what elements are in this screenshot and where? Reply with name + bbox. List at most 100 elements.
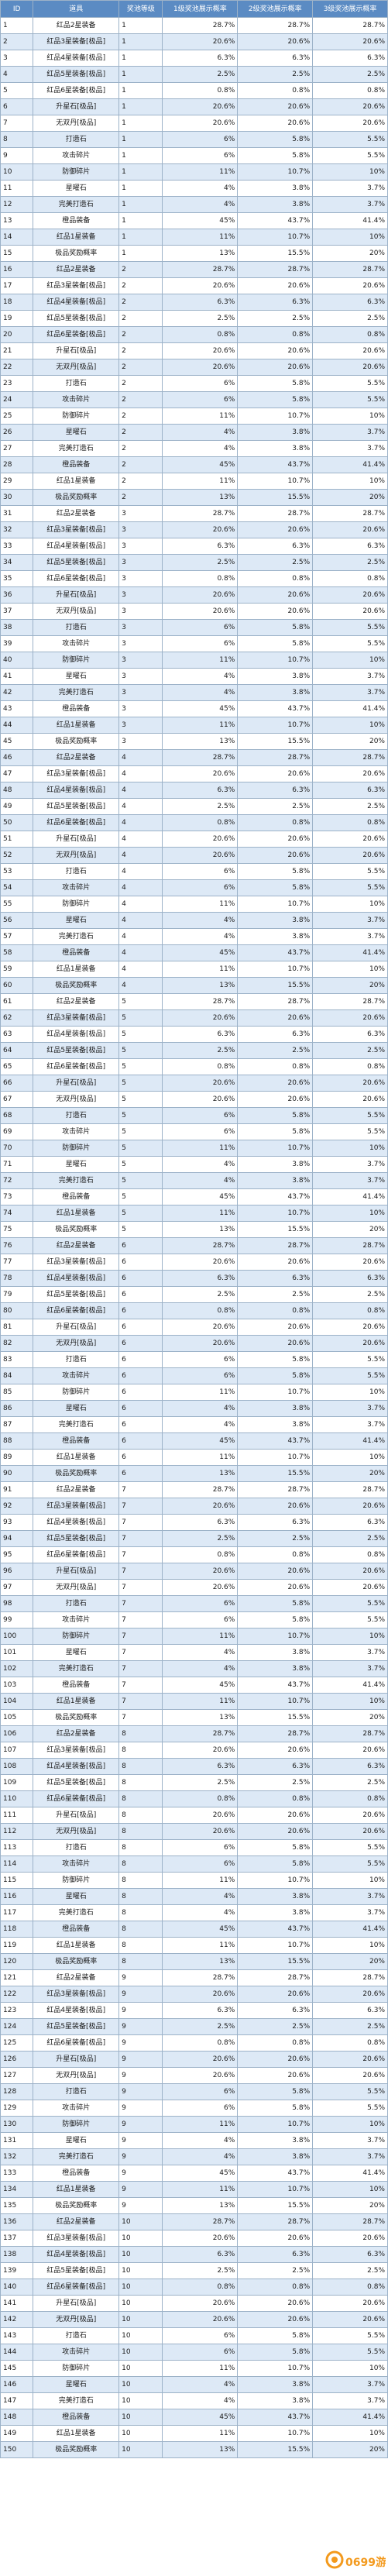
cell-pool-3-rate: 20.6% [312,1075,388,1092]
cell-pool-2-rate: 15.5% [237,1953,314,1970]
cell-pool-level: 3 [118,554,163,571]
cell-pool-3-rate: 20.6% [312,1579,388,1596]
cell-item: 攻击碎片 [33,879,120,896]
cell-pool-2-rate: 20.6% [237,831,314,848]
cell-item: 无双丹[极品] [33,847,120,864]
cell-item: 红品5星装备[极品] [33,1042,120,1059]
cell-pool-level: 2 [118,391,163,408]
cell-pool-2-rate: 20.6% [237,1823,314,1840]
cell-pool-level: 7 [118,1498,163,1515]
cell-id: 110 [0,1790,34,1807]
cell-pool-3-rate: 10% [312,1872,388,1889]
table-row: 93 红品4星装备[极品] 7 6.3% 6.3% 6.3% [0,1514,388,1531]
cell-item: 红品3星装备[极品] [33,1742,120,1759]
table-row: 118 橙品装备 8 45% 43.7% 41.4% [0,1921,388,1938]
cell-item: 红品2星装备 [33,1481,120,1498]
cell-pool-1-rate: 11% [162,2116,239,2133]
cell-item: 红品6星装备[极品] [33,1302,120,1319]
cell-pool-3-rate: 20% [312,1221,388,1238]
cell-item: 打造石 [33,1595,120,1612]
cell-pool-1-rate: 45% [162,456,239,473]
cell-pool-1-rate: 2.5% [162,2018,239,2035]
table-row: 18 红品4星装备[极品] 2 6.3% 6.3% 6.3% [0,294,388,311]
cell-id: 20 [0,326,34,343]
cell-pool-2-rate: 6.3% [237,782,314,799]
cell-pool-1-rate: 20.6% [162,1986,239,2003]
cell-item: 红品4星装备[极品] [33,50,120,67]
cell-pool-1-rate: 0.8% [162,814,239,831]
cell-item: 打造石 [33,863,120,880]
cell-pool-1-rate: 20.6% [162,1075,239,1092]
cell-id: 48 [0,782,34,799]
cell-pool-3-rate: 20.6% [312,1009,388,1027]
cell-item: 防御碎片 [33,896,120,913]
cell-id: 11 [0,180,34,197]
cell-id: 4 [0,66,34,83]
cell-pool-level: 8 [118,1855,163,1873]
cell-pool-2-rate: 43.7% [237,1432,314,1450]
cell-pool-3-rate: 3.7% [312,1172,388,1189]
cell-pool-3-rate: 20.6% [312,831,388,848]
cell-pool-1-rate: 28.7% [162,1237,239,1254]
cell-pool-1-rate: 11% [162,2181,239,2198]
cell-pool-level: 5 [118,1221,163,1238]
cell-pool-level: 1 [118,17,163,34]
table-row: 75 极品奖励概率 5 13% 15.5% 20% [0,1221,388,1238]
cell-pool-3-rate: 10% [312,1384,388,1401]
cell-id: 94 [0,1530,34,1547]
cell-pool-level: 1 [118,163,163,181]
cell-item: 攻击碎片 [33,2100,120,2117]
cell-pool-1-rate: 20.6% [162,765,239,782]
table-row: 62 红品3星装备[极品] 5 20.6% 20.6% 20.6% [0,1009,388,1027]
table-row: 15 极品奖励概率 1 13% 15.5% 20% [0,245,388,262]
cell-id: 87 [0,1416,34,1433]
cell-pool-3-rate: 28.7% [312,505,388,522]
cell-pool-level: 7 [118,1546,163,1563]
table-row: 67 无双丹[极品] 5 20.6% 20.6% 20.6% [0,1091,388,1108]
cell-pool-level: 5 [118,1156,163,1173]
cell-id: 99 [0,1611,34,1628]
cell-pool-level: 7 [118,1677,163,1694]
cell-item: 完美打造石 [33,440,120,457]
table-row: 28 橙品装备 2 45% 43.7% 41.4% [0,456,388,473]
table-row: 55 防御碎片 4 11% 10.7% 10% [0,896,388,913]
cell-pool-2-rate: 20.6% [237,586,314,604]
cell-pool-level: 5 [118,993,163,1010]
cell-item: 防御碎片 [33,2116,120,2133]
cell-pool-2-rate: 6.3% [237,1270,314,1287]
cell-pool-level: 6 [118,1254,163,1271]
table-row: 145 防御碎片 10 11% 10.7% 10% [0,2360,388,2377]
cell-pool-2-rate: 20.6% [237,1498,314,1515]
cell-pool-2-rate: 43.7% [237,456,314,473]
cell-pool-level: 10 [118,2441,163,2458]
cell-pool-level: 7 [118,1660,163,1677]
cell-pool-level: 1 [118,66,163,83]
table-row: 51 升星石[极品] 4 20.6% 20.6% 20.6% [0,831,388,848]
cell-pool-3-rate: 20.6% [312,98,388,115]
cell-id: 36 [0,586,34,604]
cell-item: 红品3星装备[极品] [33,1986,120,2003]
cell-item: 无双丹[极品] [33,603,120,620]
cell-pool-3-rate: 5.5% [312,1123,388,1140]
cell-pool-level: 4 [118,879,163,896]
cell-pool-level: 10 [118,2213,163,2230]
cell-pool-1-rate: 45% [162,2409,239,2426]
cell-id: 72 [0,1172,34,1189]
cell-pool-3-rate: 20.6% [312,2311,388,2328]
cell-item: 星曜石 [33,1400,120,1417]
cell-pool-3-rate: 10% [312,2181,388,2198]
table-row: 73 橙品装备 5 45% 43.7% 41.4% [0,1188,388,1205]
table-row: 115 防御碎片 8 11% 10.7% 10% [0,1872,388,1889]
cell-id: 115 [0,1872,34,1889]
cell-item: 红品4星装备[极品] [33,538,120,555]
table-row: 110 红品6星装备[极品] 8 0.8% 0.8% 0.8% [0,1790,388,1807]
table-row: 150 极品奖励概率 10 13% 15.5% 20% [0,2441,388,2458]
cell-pool-2-rate: 10.7% [237,896,314,913]
cell-pool-3-rate: 28.7% [312,1969,388,1986]
table-row: 135 极品奖励概率 9 13% 15.5% 20% [0,2197,388,2214]
cell-id: 129 [0,2100,34,2117]
cell-id: 106 [0,1725,34,1742]
cell-id: 62 [0,1009,34,1027]
cell-pool-level: 2 [118,342,163,359]
cell-id: 39 [0,635,34,652]
